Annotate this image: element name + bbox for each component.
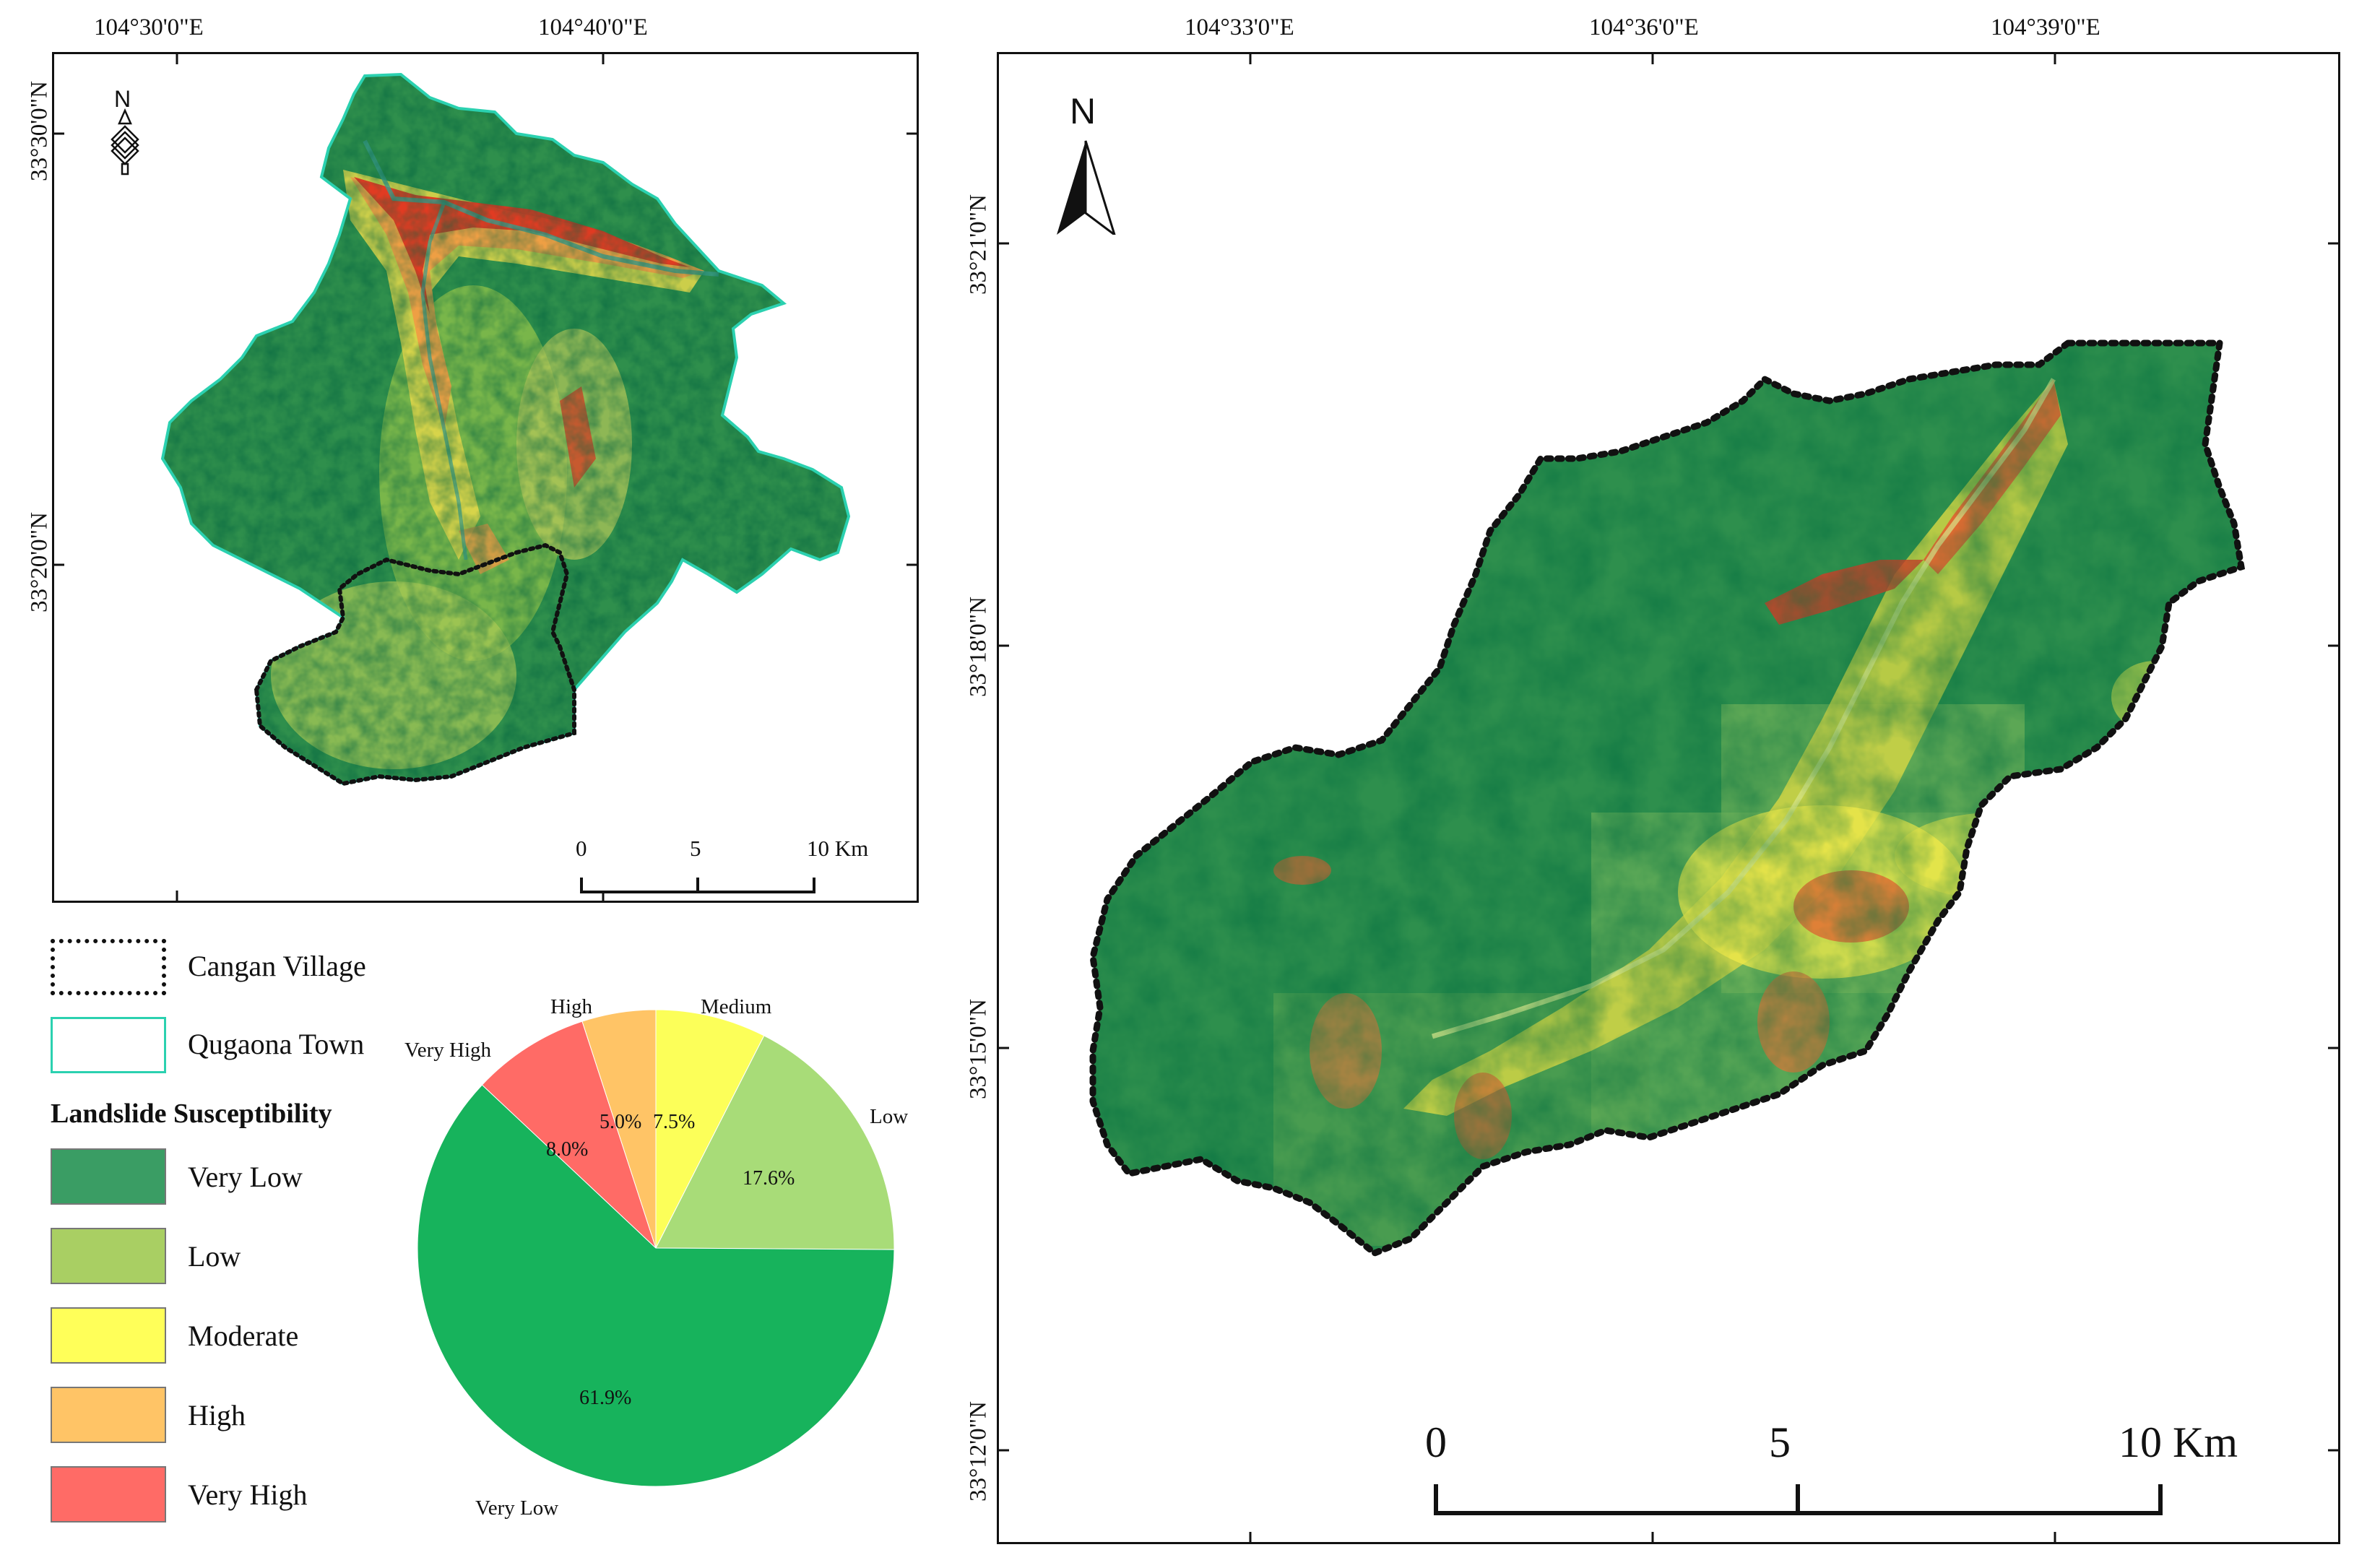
- legend-label-moderate: Moderate: [188, 1320, 299, 1352]
- legend-swatch-moderate: [51, 1307, 166, 1364]
- legend-swatch-very-low: [51, 1148, 166, 1205]
- right-map-top-coord-1: 104°33'0"E: [1185, 14, 1294, 40]
- qugaona-town-map: [161, 73, 850, 787]
- right-map-lat-label-4: 33°12'0"N: [965, 1401, 992, 1502]
- right-map-lat-label-1: 33°21'0"N: [965, 194, 992, 295]
- left-map-frame: N 0 5 10 Km: [52, 52, 919, 903]
- legend-label-high: High: [188, 1399, 246, 1431]
- pie-slice-high: [581, 1009, 657, 1249]
- left-scale-label-0: 0: [576, 836, 587, 861]
- pie-pct-low: 17.6%: [743, 1167, 795, 1190]
- right-scale-label-5: 5: [1769, 1418, 1791, 1466]
- left-scale-bar-line: [580, 878, 815, 893]
- left-scale-label-5: 5: [690, 836, 701, 861]
- left-map-lat-label-2: 33°20'0"N: [26, 512, 53, 612]
- left-north-label: N: [114, 86, 131, 112]
- legend-swatch-high: [51, 1387, 166, 1443]
- right-map-frame: N 0 5 10 Km: [997, 52, 2340, 1544]
- pie-chart: Very High High Medium Low Very Low 8.0% …: [390, 982, 939, 1546]
- left-scale-label-10: 10 Km: [807, 836, 869, 861]
- right-scale-label-10: 10 Km: [2119, 1418, 2238, 1466]
- legend-label-low: Low: [188, 1240, 241, 1273]
- right-north-label: N: [1070, 91, 1096, 131]
- left-map-top-coord-2: 104°40'0"E: [538, 14, 648, 40]
- left-scale-bar: 0 5 10 Km: [574, 834, 878, 899]
- legend-swatch-very-high: [51, 1466, 166, 1522]
- right-map-lat-label-3: 33°15'0"N: [965, 999, 992, 1099]
- right-map-top-coord-2: 104°36'0"E: [1589, 14, 1699, 40]
- pie-slice-low: [655, 1035, 895, 1250]
- pie-label-very-low: Very Low: [475, 1496, 559, 1520]
- pie-label-high: High: [550, 995, 592, 1018]
- legend-cangan-label: Cangan Village: [188, 950, 366, 982]
- legend-cangan-swatch: [51, 939, 166, 995]
- right-scale-bar-line: [1434, 1484, 2163, 1515]
- pie-pct-very-low: 61.9%: [579, 1387, 632, 1409]
- legend-qugaona-label: Qugaona Town: [188, 1028, 365, 1060]
- pie-label-medium: Medium: [701, 995, 772, 1018]
- right-map-top-coord-3: 104°39'0"E: [1991, 14, 2100, 40]
- pie-slice-very-high: [481, 1021, 657, 1249]
- left-north-arrow: N: [103, 86, 147, 177]
- right-map-lat-label-2: 33°18'0"N: [965, 597, 992, 697]
- pie-label-low: Low: [870, 1105, 909, 1128]
- north-arrow-icon: [111, 108, 139, 176]
- pie-label-very-high: Very High: [404, 1039, 492, 1062]
- legend-title: Landslide Susceptibility: [51, 1099, 332, 1129]
- legend-qugaona-swatch: [51, 1017, 166, 1073]
- right-scale-label-0: 0: [1425, 1418, 1447, 1466]
- pie-slice-very-low: [417, 1084, 895, 1487]
- north-arrow-icon: [1057, 140, 1116, 235]
- cangan-village-outline-small: [254, 542, 576, 787]
- legend: Cangan Village Qugaona Town Landslide Su…: [0, 917, 419, 1553]
- legend-label-very-high: Very High: [188, 1478, 308, 1511]
- legend-label-very-low: Very Low: [188, 1161, 303, 1193]
- pie-pct-high: 5.0%: [600, 1111, 642, 1133]
- left-map-lat-label-1: 33°30'0"N: [26, 81, 53, 181]
- pie-slice-medium: [655, 1009, 765, 1249]
- right-map-ticks: [999, 54, 2338, 1542]
- pie-chart-svg: [417, 1009, 895, 1487]
- pie-pct-very-high: 8.0%: [546, 1138, 589, 1161]
- cangan-village-map: [999, 54, 2338, 1542]
- left-map-top-coord-1: 104°30'0"E: [94, 14, 204, 40]
- right-north-arrow: N: [1050, 90, 1122, 235]
- right-scale-bar: 0 5 10 Km: [1425, 1412, 2292, 1528]
- legend-swatch-low: [51, 1228, 166, 1284]
- pie-pct-medium: 7.5%: [653, 1111, 696, 1133]
